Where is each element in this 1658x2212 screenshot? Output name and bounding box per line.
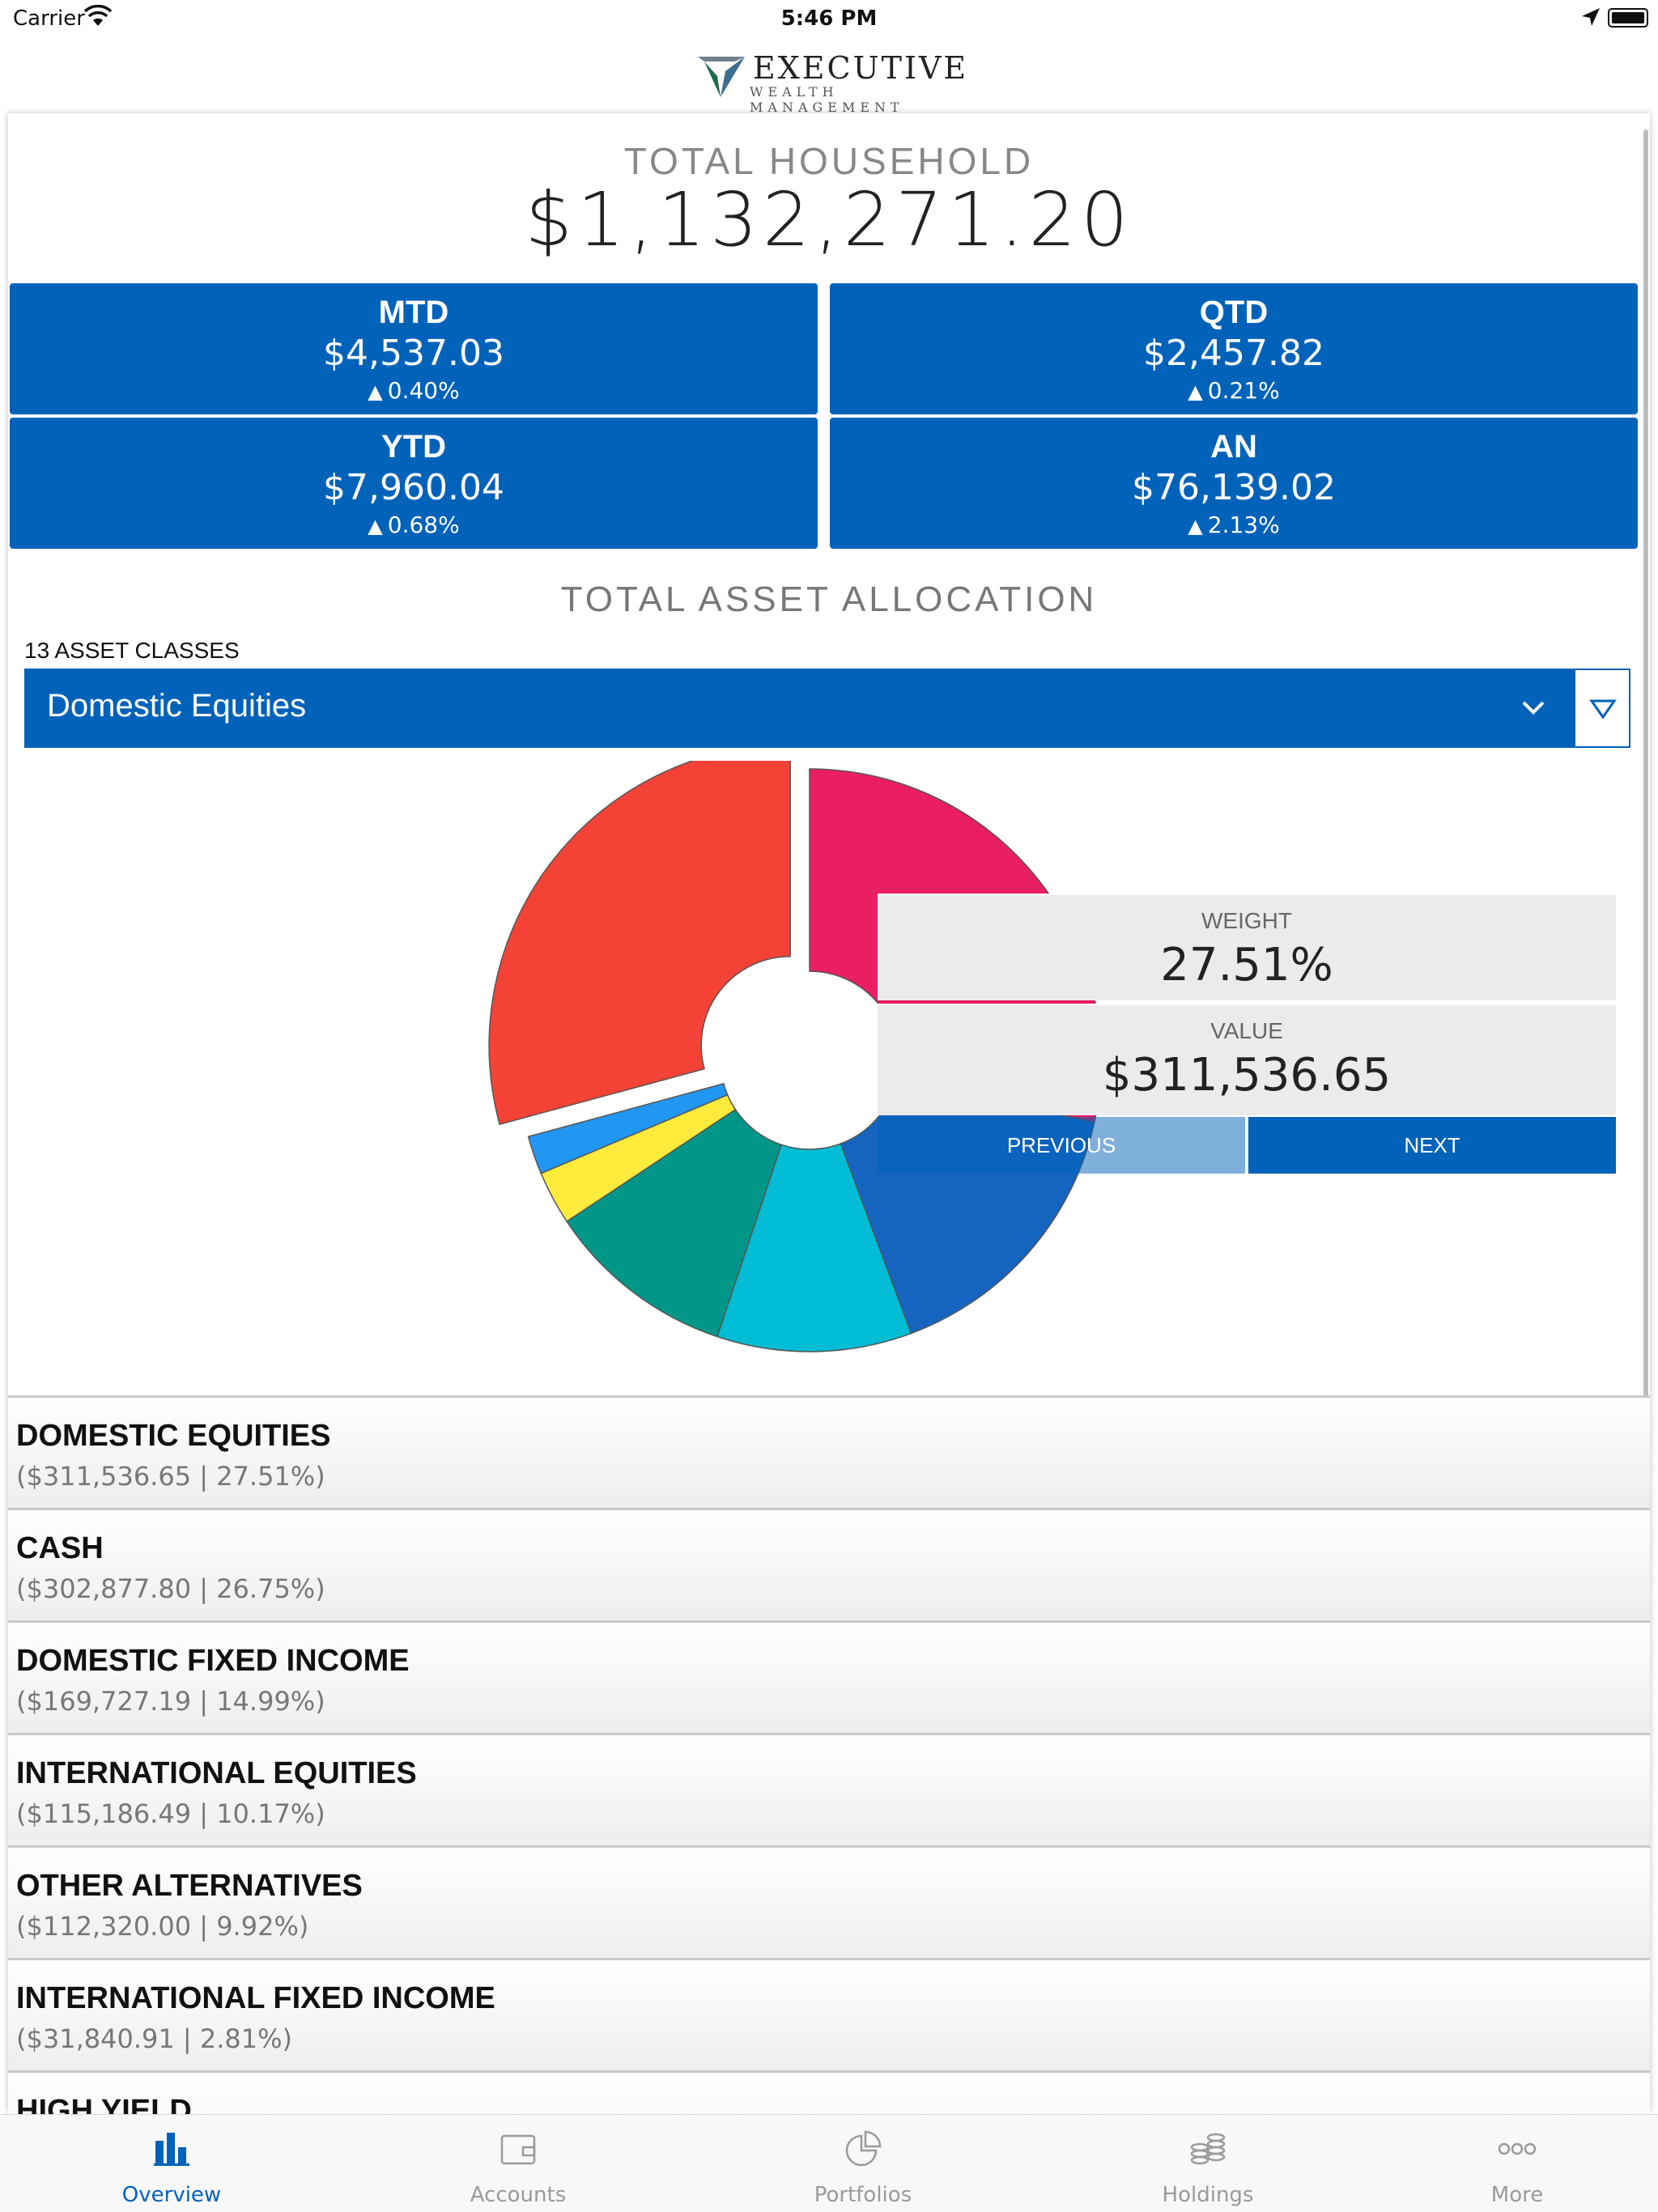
- asset-class-name: INTERNATIONAL EQUITIES: [16, 1756, 417, 1790]
- tile-change: ▲ 0.40%: [368, 377, 460, 404]
- asset-class-name: CASH: [16, 1531, 104, 1565]
- up-arrow-icon: ▲: [1188, 515, 1203, 537]
- total-household-label: TOTAL HOUSEHOLD: [623, 140, 1035, 182]
- tab-accounts[interactable]: Accounts: [437, 2115, 599, 2212]
- asset-class-detail: ($31,840.91 | 2.81%): [16, 2023, 292, 2054]
- asset-class-name: DOMESTIC FIXED INCOME: [16, 1644, 410, 1678]
- chart-slice-domestic-equities[interactable]: [488, 761, 791, 1126]
- bar-chart-icon: [154, 2133, 189, 2166]
- tile-change: ▲ 0.21%: [1188, 377, 1280, 404]
- previous-button[interactable]: PREVIOUS: [878, 1117, 1245, 1174]
- clock: 5:46 PM: [780, 6, 878, 31]
- asset-class-name: DOMESTIC EQUITIES: [16, 1419, 331, 1453]
- asset-class-detail: ($115,186.49 | 10.17%): [16, 1798, 325, 1829]
- asset-class-detail: ($302,877.80 | 26.75%): [16, 1573, 325, 1604]
- tab-portfolios[interactable]: Portfolios: [782, 2115, 944, 2212]
- up-arrow-icon: ▲: [368, 515, 383, 537]
- tile-value: $7,960.04: [323, 467, 504, 508]
- asset-class-dropdown[interactable]: Domestic Equities: [24, 669, 1630, 748]
- allocation-title: TOTAL ASSET ALLOCATION: [560, 580, 1098, 619]
- dropdown-selected-value: Domestic Equities: [47, 688, 307, 724]
- tile-value: $76,139.02: [1132, 467, 1336, 508]
- value-card: VALUE $311,536.65: [878, 1004, 1616, 1115]
- tile-value: $4,537.03: [323, 333, 504, 374]
- asset-class-detail: ($311,536.65 | 27.51%): [16, 1461, 325, 1492]
- asset-class-detail: ($112,320.00 | 9.92%): [16, 1911, 309, 1942]
- value-label: VALUE: [1210, 1018, 1283, 1043]
- up-arrow-icon: ▲: [368, 380, 383, 403]
- logo-mark-icon: [698, 57, 745, 97]
- tile-label: MTD: [378, 295, 449, 330]
- tile-value: $2,457.82: [1143, 333, 1324, 374]
- tile-an[interactable]: AN $76,139.02 ▲ 2.13%: [830, 418, 1638, 549]
- up-arrow-icon: ▲: [1188, 380, 1203, 403]
- tab-more[interactable]: More: [1436, 2115, 1598, 2212]
- tile-label: YTD: [381, 429, 446, 465]
- more-icon: [1498, 2142, 1537, 2155]
- chevron-down-icon: [1522, 701, 1545, 715]
- asset-class-list: DOMESTIC EQUITIES ($311,536.65 | 27.51%)…: [8, 1395, 1650, 2183]
- tab-label: Holdings: [1162, 2183, 1254, 2207]
- next-button[interactable]: NEXT: [1248, 1117, 1616, 1174]
- weight-card: WEIGHT 27.51%: [878, 894, 1616, 1000]
- list-item[interactable]: INTERNATIONAL EQUITIES ($115,186.49 | 10…: [8, 1733, 1650, 1845]
- tile-label: QTD: [1199, 295, 1269, 330]
- allocation-donut-chart[interactable]: [0, 761, 1658, 1360]
- tile-mtd[interactable]: MTD $4,537.03 ▲ 0.40%: [10, 283, 818, 414]
- total-household-value: $1,132,271.20: [525, 176, 1133, 263]
- asset-class-count: 13 ASSET CLASSES: [24, 638, 240, 663]
- asset-class-name: INTERNATIONAL FIXED INCOME: [16, 1981, 495, 2015]
- tab-holdings[interactable]: Holdings: [1127, 2115, 1289, 2212]
- weight-label: WEIGHT: [1201, 908, 1292, 933]
- coins-icon: [1190, 2133, 1226, 2165]
- battery-icon: [1608, 8, 1648, 28]
- tab-label: More: [1490, 2183, 1544, 2207]
- brand-tagline: WEALTH MANAGEMENT: [750, 84, 904, 115]
- list-item[interactable]: CASH ($302,877.80 | 26.75%): [8, 1508, 1650, 1620]
- wifi-icon: [84, 5, 112, 26]
- carrier-label: Carrier: [13, 6, 85, 31]
- chart-slice-other-alternatives[interactable]: [566, 1108, 783, 1338]
- weight-value: 27.51%: [1160, 939, 1333, 991]
- brand-name: EXECUTIVE: [753, 50, 969, 86]
- location-icon: [1582, 8, 1600, 26]
- asset-class-name: OTHER ALTERNATIVES: [16, 1869, 363, 1903]
- triangle-down-icon: [1589, 699, 1617, 720]
- list-item[interactable]: DOMESTIC FIXED INCOME ($169,727.19 | 14.…: [8, 1620, 1650, 1733]
- list-item[interactable]: INTERNATIONAL FIXED INCOME ($31,840.91 |…: [8, 1958, 1650, 2070]
- list-item[interactable]: DOMESTIC EQUITIES ($311,536.65 | 27.51%): [8, 1395, 1650, 1508]
- scrollbar[interactable]: [1643, 129, 1648, 1473]
- status-bar: Carrier 5:46 PM: [0, 0, 1658, 36]
- list-item[interactable]: OTHER ALTERNATIVES ($112,320.00 | 9.92%): [8, 1845, 1650, 1958]
- dropdown-toggle[interactable]: [1574, 669, 1630, 748]
- tile-label: AN: [1210, 429, 1257, 465]
- asset-class-detail: ($169,727.19 | 14.99%): [16, 1686, 325, 1717]
- chart-slice-high-yield[interactable]: [527, 1082, 729, 1174]
- wallet-icon: [500, 2134, 536, 2165]
- tab-label: Portfolios: [814, 2183, 912, 2207]
- value-amount: $311,536.65: [1102, 1049, 1392, 1102]
- tab-overview[interactable]: Overview: [91, 2115, 253, 2212]
- tab-label: Overview: [121, 2183, 222, 2207]
- tile-change: ▲ 2.13%: [1188, 512, 1280, 538]
- pie-chart-icon: [845, 2130, 882, 2167]
- tile-ytd[interactable]: YTD $7,960.04 ▲ 0.68%: [10, 418, 818, 549]
- tile-qtd[interactable]: QTD $2,457.82 ▲ 0.21%: [830, 283, 1638, 414]
- chart-slice-international-equities[interactable]: [716, 1143, 912, 1352]
- tab-label: Accounts: [470, 2183, 567, 2207]
- tile-change: ▲ 0.68%: [368, 512, 460, 538]
- tab-bar: Overview Accounts Portfolios Holdings Mo…: [0, 2114, 1658, 2212]
- brand-logo: EXECUTIVE WEALTH MANAGEMENT: [696, 49, 971, 115]
